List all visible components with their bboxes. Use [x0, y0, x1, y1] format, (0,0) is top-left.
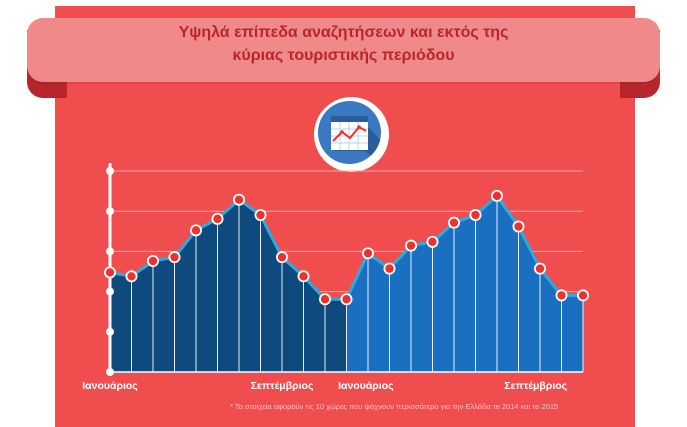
data-point — [319, 293, 331, 306]
x-tick-label: Σεπτέμβριος — [251, 380, 314, 392]
x-axis-ticks: Ιανουάριος Σεπτέμβριος Ιανουάριος Σεπτέμβρι… — [82, 380, 567, 392]
data-point — [577, 289, 589, 302]
data-point-dot — [105, 268, 115, 277]
data-point — [405, 239, 417, 252]
data-point-dot — [471, 210, 480, 220]
vertical-lines — [109, 195, 584, 373]
data-point — [448, 216, 460, 229]
y-axis-marker — [106, 207, 114, 216]
x-tick-label: Ιανουάριος — [338, 380, 394, 392]
data-point — [125, 270, 138, 283]
page-title: Υψηλά επίπεδα αναζητήσεων και εκτός της … — [27, 21, 660, 67]
data-point-dot — [557, 291, 566, 300]
title-line-1: Υψηλά επίπεδα αναζητήσεων και εκτός της — [178, 24, 509, 41]
data-points — [104, 189, 589, 306]
data-point-dot — [170, 252, 179, 262]
data-point-dot — [514, 222, 523, 231]
title-ribbon — [27, 18, 660, 82]
data-point — [426, 235, 439, 248]
data-point-dot — [191, 226, 201, 235]
data-point — [555, 289, 568, 302]
data-point-dot — [449, 218, 459, 227]
data-point — [362, 247, 374, 260]
data-point-dot — [363, 249, 373, 258]
data-point — [383, 262, 396, 275]
data-point-dot — [535, 264, 545, 273]
data-point-dot — [406, 241, 416, 250]
y-axis-marker — [106, 287, 114, 296]
data-point-dot — [234, 195, 244, 204]
data-point-dot — [492, 191, 502, 201]
data-point — [512, 220, 525, 233]
data-point-dot — [299, 272, 308, 281]
calendar-chart-icon — [318, 101, 381, 164]
data-point — [190, 224, 202, 237]
data-point-dot — [342, 295, 351, 304]
y-axis-marker — [106, 327, 114, 336]
data-point — [104, 266, 116, 279]
data-point — [233, 193, 245, 206]
data-point-dot — [127, 272, 136, 281]
data-point-dot — [385, 264, 394, 273]
data-point — [469, 209, 482, 222]
x-tick-label: Σεπτέμβριος — [504, 380, 567, 392]
y-axis-marker — [106, 368, 114, 376]
data-point — [297, 270, 310, 283]
data-point-dot — [320, 295, 330, 304]
area-2014 — [110, 199, 347, 372]
data-point-dot — [256, 210, 265, 220]
data-point — [340, 293, 353, 306]
data-point — [276, 251, 288, 264]
y-axis-marker — [106, 247, 114, 256]
area-2015 — [346, 195, 583, 372]
data-point-dot — [428, 237, 437, 247]
data-point — [254, 209, 267, 222]
data-point — [211, 212, 224, 225]
data-point — [534, 262, 546, 275]
data-point — [491, 189, 503, 202]
data-point — [147, 254, 159, 267]
data-point-dot — [148, 256, 158, 266]
data-point-dot — [578, 291, 588, 300]
data-point — [168, 251, 181, 264]
x-tick-label: Ιανουάριος — [82, 380, 138, 392]
y-axis-marker — [106, 167, 114, 175]
footnote: * Τα στοιχεία αφορούν τις 10 χώρες που ψ… — [230, 402, 559, 411]
title-line-2: κύριας τουριστικής περιόδου — [232, 47, 455, 64]
data-point-dot — [277, 252, 287, 262]
data-point-dot — [213, 214, 222, 224]
